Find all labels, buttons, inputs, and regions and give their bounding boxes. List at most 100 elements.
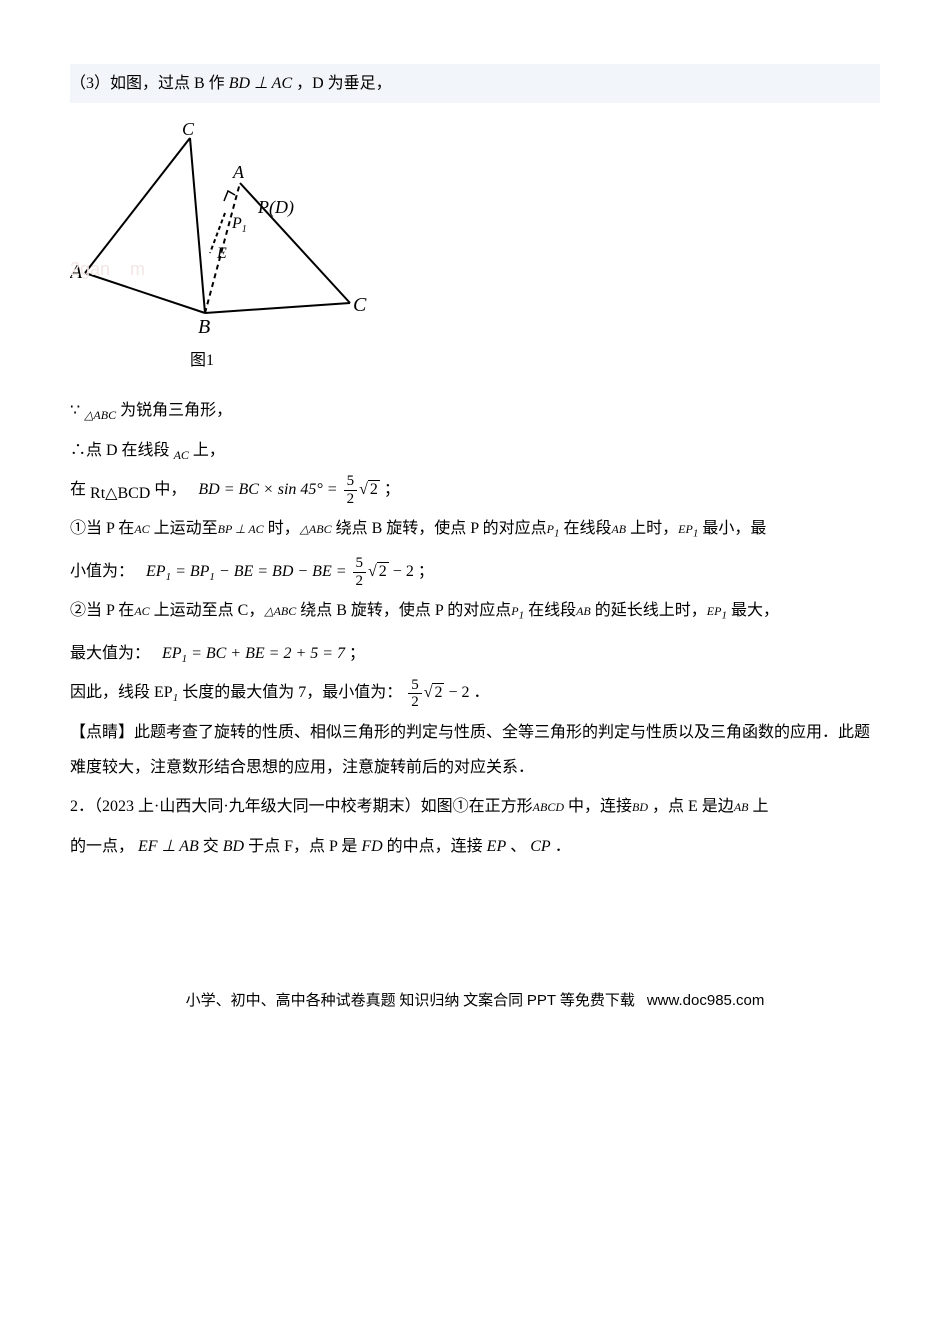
text: 最大值为：: [70, 645, 150, 662]
math-triangle-abc: △ABC: [264, 604, 296, 618]
math-ac: AC: [134, 604, 149, 618]
line-min-value: 小值为： EP1 = BP1 − BE = BD − BE = 522 − 2 …: [70, 554, 880, 589]
text: 上: [752, 798, 768, 815]
math-bd-perp-ac: BD ⊥ AC: [229, 75, 292, 92]
text: 在: [70, 481, 86, 498]
text: ；: [418, 563, 434, 580]
sqrt-2: 2: [424, 675, 445, 710]
label-P-D: P(D): [257, 197, 294, 218]
math-ab: AB: [576, 604, 591, 618]
figure-caption: 图1: [190, 343, 880, 378]
page-footer: 小学、初中、高中各种试卷真题 知识归纳 文案合同 PPT 等免费下载 www.do…: [70, 984, 880, 1018]
math-triangle-abc: △ABC: [84, 408, 116, 422]
label-C-right: C: [353, 294, 367, 316]
text: 中，: [154, 481, 186, 498]
math-rt-bcd: Rt△BCD: [90, 485, 150, 502]
text: ．: [555, 838, 571, 855]
text: 上时，: [630, 520, 678, 537]
line-case-1: ①当 P 在AC 上运动至BP ⊥ AC 时，△ABC 绕点 B 旋转，使点 P…: [70, 511, 880, 550]
label-B: B: [198, 316, 210, 338]
fraction-5-2: 52: [353, 555, 367, 589]
text: 于点 F，点 P 是: [248, 838, 357, 855]
math-bd-eq: BD = BC × sin 45° =: [198, 481, 337, 498]
text: 时，: [268, 520, 300, 537]
label-E: E: [216, 245, 227, 262]
footer-url: www.doc985.com: [647, 992, 765, 1009]
math-ep1: EP1: [678, 522, 698, 536]
footer-text: 小学、初中、高中各种试卷真题 知识归纳 文案合同: [186, 993, 527, 1009]
problem-2-line2: 的一点， EF ⊥ AB 交 BD 于点 F，点 P 是 FD 的中点，连接 E…: [70, 829, 880, 864]
text: ①当 P 在: [70, 520, 134, 537]
line-3-intro: （3）如图，过点 B 作 BD ⊥ AC ，D 为垂足，: [70, 64, 880, 103]
problem-2-line1: 2．（2023 上·山西大同·九年级大同一中校考期末）如图①在正方形ABCD 中…: [70, 789, 880, 824]
text: 、: [510, 838, 526, 855]
math-p1: P1: [511, 604, 524, 618]
math-bd: BD: [223, 838, 244, 855]
math-p1: P1: [547, 522, 560, 536]
text: ；: [384, 481, 400, 498]
math-cp: CP: [530, 838, 550, 855]
fraction-5-2: 52: [344, 473, 358, 507]
text: 的中点，连接: [387, 838, 483, 855]
math-ef-perp-ab: EF ⊥ AB: [138, 838, 199, 855]
text: 上运动至点 C，: [154, 602, 265, 619]
text: ，D 为垂足，: [296, 75, 392, 92]
math-ab: AB: [611, 522, 626, 536]
text: 最小，最: [702, 520, 766, 537]
text: 中，连接: [568, 798, 632, 815]
text: 为锐角三角形，: [120, 402, 232, 419]
math-minus-2: − 2: [389, 563, 414, 580]
because-symbol: ∵: [70, 402, 80, 419]
text: 的延长线上时，: [595, 602, 707, 619]
line-conclusion: 因此，线段 EP1 长度的最大值为 7，最小值为： 522 − 2 ．: [70, 675, 880, 710]
label-P1: P1: [231, 215, 247, 235]
text: 绕点 B 旋转，使点 P 的对应点: [300, 602, 511, 619]
text: 在线段: [528, 602, 576, 619]
line-case-2: ②当 P 在AC 上运动至点 C，△ABC 绕点 B 旋转，使点 P 的对应点P…: [70, 593, 880, 632]
text: 的一点，: [70, 838, 134, 855]
math-ep: EP: [487, 838, 507, 855]
text: 最大，: [731, 602, 779, 619]
line-rt-bcd: 在 Rt△BCD 中， BD = BC × sin 45° = 522 ；: [70, 472, 880, 507]
text: ．: [474, 684, 490, 701]
text: 上，: [193, 442, 225, 459]
math-ep1-max: EP1 = BC + BE = 2 + 5 = 7: [162, 645, 345, 662]
sqrt-2: 2: [359, 472, 380, 507]
math-ep1-eq: EP1 = BP1 − BE = BD − BE =: [146, 563, 347, 580]
text: 在线段: [563, 520, 611, 537]
label-A-inner: A: [232, 162, 245, 182]
footer-text: 等免费下载: [556, 993, 635, 1009]
text: 小值为：: [70, 563, 134, 580]
math-minus-2: − 2: [444, 684, 469, 701]
figure-1: C A P(D) P1 E A B C 图1: [70, 113, 880, 383]
footer-ppt: PPT: [527, 992, 556, 1009]
math-ac: AC: [134, 522, 149, 536]
line-therefore: ∴点 D 在线段 AC 上，: [70, 433, 880, 468]
text: 上运动至: [154, 520, 218, 537]
label-C-top: C: [182, 123, 195, 139]
fraction-5-2: 52: [408, 677, 422, 711]
sub-1: 1: [173, 684, 179, 701]
math-ac: AC: [174, 448, 189, 462]
text: 因此，线段 EP: [70, 684, 173, 701]
text: 交: [203, 838, 219, 855]
math-abcd: ABCD: [533, 800, 564, 814]
math-bp-perp-ac: BP ⊥ AC: [218, 522, 264, 536]
text: 2．（2023 上·山西大同·九年级大同一中校考期末）如图①在正方形: [70, 798, 533, 815]
text: （3）如图，过点 B 作: [70, 75, 225, 92]
text: ；: [349, 645, 365, 662]
text: ∴点 D 在线段: [70, 442, 170, 459]
line-max-value: 最大值为： EP1 = BC + BE = 2 + 5 = 7 ；: [70, 636, 880, 671]
math-bd: BD: [632, 800, 648, 814]
line-because: ∵ △ABC 为锐角三角形，: [70, 393, 880, 428]
text: 绕点 B 旋转，使点 P 的对应点: [336, 520, 547, 537]
label-A-outer: A: [70, 261, 83, 283]
text: ②当 P 在: [70, 602, 134, 619]
text: ，点 E 是边: [652, 798, 734, 815]
math-ep1: EP1: [707, 604, 727, 618]
math-ab: AB: [734, 800, 749, 814]
line-dianqing: 【点睛】此题考查了旋转的性质、相似三角形的判定与性质、全等三角形的判定与性质以及…: [70, 715, 880, 785]
geometry-diagram: C A P(D) P1 E A B C: [70, 123, 370, 343]
text: 长度的最大值为 7，最小值为：: [182, 684, 402, 701]
math-triangle-abc: △ABC: [300, 522, 332, 536]
